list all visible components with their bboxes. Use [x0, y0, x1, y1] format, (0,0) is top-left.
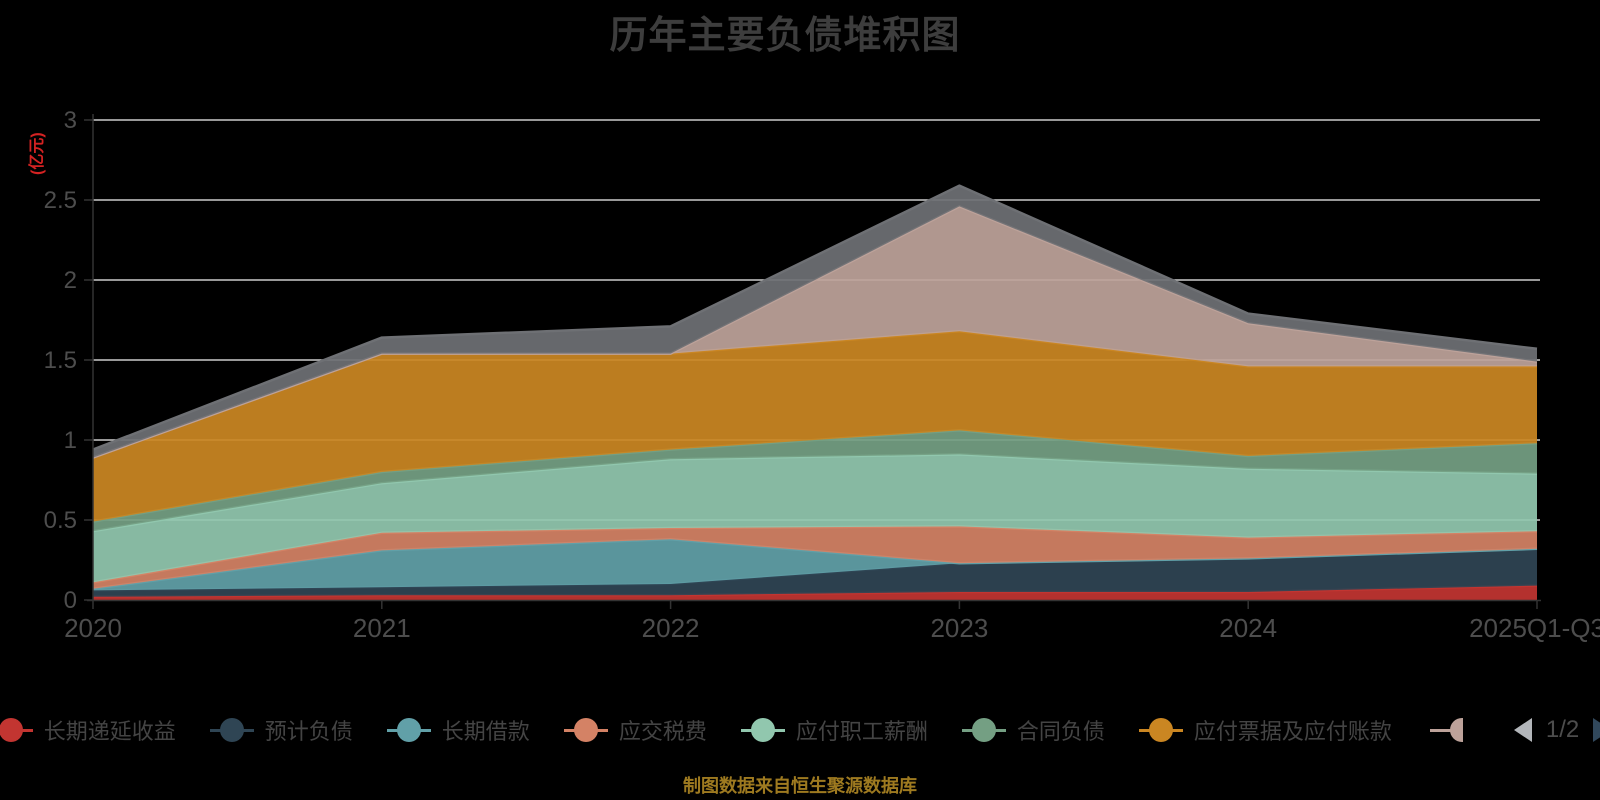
area-长期借款 [93, 539, 1537, 591]
legend-item-label: 长期借款 [441, 719, 530, 744]
x-tick-label-2024: 2024 [1219, 613, 1277, 643]
legend-next-icon[interactable] [1593, 718, 1600, 742]
x-tick-label-2025Q1-Q3: 2025Q1-Q3 [1469, 613, 1600, 643]
area-合同负债 [93, 430, 1537, 532]
legend-item-合同负债[interactable]: 合同负债 [961, 714, 1105, 746]
area-应付票据及应付账款 [93, 331, 1537, 522]
legend-item-overflow[interactable] [1429, 718, 1464, 742]
legend-marker-icon [0, 718, 33, 742]
legend-marker-dot [219, 718, 244, 742]
legend-prev-icon[interactable] [1513, 718, 1532, 742]
area-series-8 [93, 185, 1537, 458]
legend-marker-dot [750, 718, 775, 742]
legend-marker-dot [0, 718, 23, 742]
legend-marker-icon [209, 718, 254, 742]
x-tick-label-2022: 2022 [642, 613, 700, 643]
legend-marker-icon [386, 718, 431, 742]
legend-item-长期借款[interactable]: 长期借款 [386, 714, 530, 746]
legend-page-indicator: 1/2 [1545, 716, 1580, 743]
y-tick-label-3: 3 [64, 107, 77, 134]
y-tick-label-0.5: 0.5 [44, 507, 77, 534]
data-source-note: 制图数据来自恒生聚源数据库 [683, 776, 917, 796]
y-tick-label-0: 0 [64, 587, 77, 614]
legend-marker-dot [396, 718, 421, 742]
stacked-area-chart: 0 0.5 1 1.5 2 2.5 3 2020 2021 2022 2023 2024 2025Q1-… [44, 107, 1600, 643]
legend-marker-icon [961, 718, 1006, 742]
legend-marker-dot [971, 718, 996, 742]
legend-item-应付职工薪酬[interactable]: 应付职工薪酬 [740, 714, 928, 746]
y-tick-label-1: 1 [64, 427, 77, 454]
legend-overflow-line [1429, 728, 1452, 732]
legend-item-长期递延收益[interactable]: 长期递延收益 [0, 714, 176, 746]
x-tick-label-2020: 2020 [64, 613, 122, 643]
legend-item-label: 应交税费 [618, 719, 707, 744]
line-series-8 [92, 184, 1538, 451]
legend-marker-dot [1148, 718, 1173, 742]
legend-item-label: 合同负债 [1016, 719, 1105, 744]
legend: 长期递延收益 预计负债 长期借款 应交税费 应付职工薪酬 合同负债 应付票据及应付账款 1/… [0, 704, 1600, 756]
area-应交税费 [93, 526, 1537, 589]
y-tick-label-2: 2 [64, 267, 77, 294]
legend-overflow-half-dot-icon [1449, 718, 1463, 742]
legend-item-预计负债[interactable]: 预计负债 [209, 714, 353, 746]
legend-marker-icon [740, 718, 785, 742]
legend-item-应交税费[interactable]: 应交税费 [563, 714, 707, 746]
page-title: 历年主要负债堆积图 [609, 15, 961, 57]
legend-item-label: 长期递延收益 [43, 719, 176, 744]
legend-item-label: 应付职工薪酬 [795, 719, 928, 744]
legend-marker-icon [1138, 718, 1183, 742]
area-应付职工薪酬 [93, 454, 1537, 583]
x-tick-label-2023: 2023 [930, 613, 988, 643]
legend-marker-dot [573, 718, 598, 742]
legend-marker-icon [563, 718, 608, 742]
x-tick-label-2021: 2021 [353, 613, 411, 643]
legend-item-应付票据及应付账款[interactable]: 应付票据及应付账款 [1138, 714, 1392, 746]
area-series-7 [93, 206, 1537, 458]
legend-pager: 1/2 [1513, 716, 1600, 744]
legend-item-label: 预计负债 [264, 719, 353, 744]
y-tick-label-1.5: 1.5 [44, 347, 77, 374]
legend-item-label: 应付票据及应付账款 [1193, 719, 1392, 744]
y-tick-label-2.5: 2.5 [44, 187, 77, 214]
